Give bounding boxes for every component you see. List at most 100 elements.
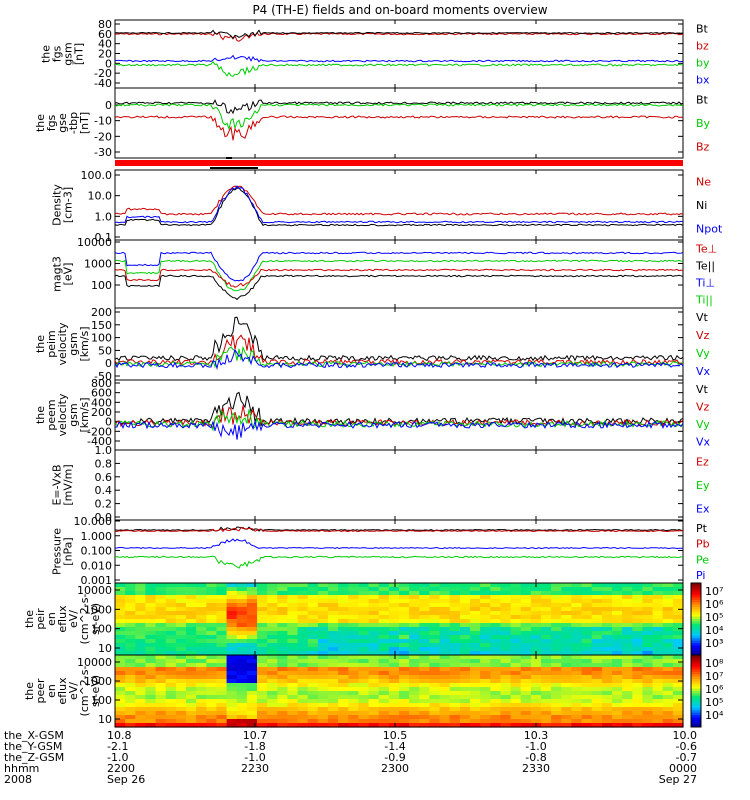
spectrogram-cell bbox=[581, 595, 593, 600]
colorbar-swatch bbox=[691, 631, 701, 634]
spectrogram-cell bbox=[459, 719, 471, 724]
spectrogram-cell bbox=[175, 595, 187, 600]
spectrogram-cell bbox=[662, 631, 674, 636]
spectrogram-cell bbox=[115, 671, 126, 676]
series-line bbox=[114, 61, 684, 77]
spectrogram-cell bbox=[307, 647, 319, 652]
spectrogram-cell bbox=[642, 619, 654, 624]
spectrogram-cell bbox=[135, 675, 146, 680]
y-axis-label: E=-VxB[mV/m] bbox=[51, 464, 75, 505]
spectrogram-cell bbox=[601, 635, 613, 640]
spectrogram-cell bbox=[328, 715, 339, 720]
spectrogram-cell bbox=[125, 707, 136, 712]
spectrogram-cell bbox=[459, 715, 471, 720]
y-axis-label-line: magt3 bbox=[51, 256, 64, 292]
x-axis-value: -1.4 bbox=[384, 740, 405, 753]
spectrogram-cell bbox=[348, 647, 359, 652]
spectrogram-cell bbox=[672, 695, 684, 700]
spectrogram-cell bbox=[480, 679, 491, 684]
spectrogram-cell bbox=[510, 587, 522, 592]
spectrogram-cell bbox=[226, 687, 238, 692]
spectrogram-cell bbox=[652, 719, 664, 724]
spectrogram-cell bbox=[216, 699, 228, 704]
spectrogram-cell bbox=[591, 607, 603, 612]
spectrogram-cell bbox=[125, 631, 136, 636]
spectrogram-cell bbox=[470, 631, 481, 636]
spectrogram-cell bbox=[246, 683, 258, 688]
spectrogram-cell bbox=[196, 719, 207, 724]
spectrogram-cell bbox=[257, 659, 268, 664]
spectrogram-cell bbox=[571, 719, 583, 724]
spectrogram-cell bbox=[500, 615, 512, 620]
spectrogram-cell bbox=[632, 623, 643, 628]
spectrogram-cell bbox=[307, 655, 319, 660]
spectrogram-cell bbox=[155, 671, 167, 676]
spectrogram-cell bbox=[541, 591, 552, 596]
spectrogram-cell bbox=[378, 679, 390, 684]
spectrogram-cell bbox=[358, 643, 370, 648]
y-axis-label-line: (cm^2-s- bbox=[78, 594, 91, 645]
spectrogram-cell bbox=[257, 675, 268, 680]
spectrogram-cell bbox=[388, 603, 400, 608]
spectrogram-cell bbox=[216, 719, 228, 724]
spectrogram-cell bbox=[246, 655, 258, 660]
spectrogram-cell bbox=[206, 699, 217, 704]
x-axis-value: 2230 bbox=[241, 762, 269, 775]
spectrogram-cell bbox=[591, 663, 603, 668]
spectrogram-cell bbox=[581, 599, 593, 604]
spectrogram-cell bbox=[632, 619, 643, 624]
spectrogram-cell bbox=[246, 719, 258, 724]
spectrogram-cell bbox=[672, 687, 684, 692]
spectrogram-cell bbox=[175, 647, 187, 652]
spectrogram-cell bbox=[581, 611, 593, 616]
spectrogram-cell bbox=[530, 683, 542, 688]
spectrogram-cell bbox=[449, 619, 461, 624]
spectrogram-cell bbox=[500, 655, 512, 660]
spectrogram-cell bbox=[541, 647, 552, 652]
spectrogram-cell bbox=[490, 683, 501, 688]
spectrogram-cell bbox=[135, 647, 146, 652]
spectrogram-cell bbox=[652, 715, 664, 720]
spectrogram-cell bbox=[378, 663, 390, 668]
spectrogram-cell bbox=[236, 707, 248, 712]
colorbar-label: 10⁵ bbox=[705, 611, 723, 624]
spectrogram-cell bbox=[125, 723, 136, 728]
spectrogram-cell bbox=[500, 619, 512, 624]
spectrogram-cell bbox=[480, 587, 491, 592]
spectrogram-cell bbox=[449, 595, 461, 600]
spectrogram-cell bbox=[125, 703, 136, 708]
spectrogram-cell bbox=[358, 691, 370, 696]
spectrogram-cell bbox=[125, 627, 136, 632]
spectrogram-cell bbox=[561, 631, 572, 636]
spectrogram-cell bbox=[388, 659, 400, 664]
spectrogram-cell bbox=[358, 631, 370, 636]
spectrogram-cell bbox=[652, 591, 664, 596]
spectrogram-cell bbox=[368, 691, 380, 696]
spectrogram-cell bbox=[601, 655, 613, 660]
spectrogram-cell bbox=[388, 639, 400, 644]
spectrogram-cell bbox=[612, 655, 623, 660]
spectrogram-cell bbox=[439, 615, 451, 620]
y-tick-label: 10.0 bbox=[88, 190, 113, 203]
spectrogram-cell bbox=[338, 663, 349, 668]
spectrogram-cell bbox=[662, 679, 674, 684]
spectrogram-cell bbox=[510, 675, 522, 680]
y-axis-label-line: gsm bbox=[67, 332, 80, 355]
spectrogram-cell bbox=[571, 683, 583, 688]
spectrogram-cell bbox=[186, 615, 197, 620]
y-tick-label: 100 bbox=[91, 694, 112, 707]
spectrogram-cell bbox=[358, 615, 370, 620]
spectrogram-cell bbox=[216, 683, 228, 688]
spectrogram-cell bbox=[246, 679, 258, 684]
spectrogram-cell bbox=[135, 607, 146, 612]
spectrogram-cell bbox=[186, 715, 197, 720]
spectrogram-cell bbox=[409, 651, 420, 656]
spectrogram-cell bbox=[429, 619, 441, 624]
spectrogram-cell bbox=[612, 647, 623, 652]
spectrogram-cell bbox=[388, 623, 400, 628]
spectrogram-cell bbox=[541, 583, 552, 588]
spectrogram-cell bbox=[419, 587, 430, 592]
spectrogram-cell bbox=[287, 603, 299, 608]
spectrogram-cell bbox=[145, 651, 157, 656]
spectrogram-cell bbox=[115, 627, 126, 632]
